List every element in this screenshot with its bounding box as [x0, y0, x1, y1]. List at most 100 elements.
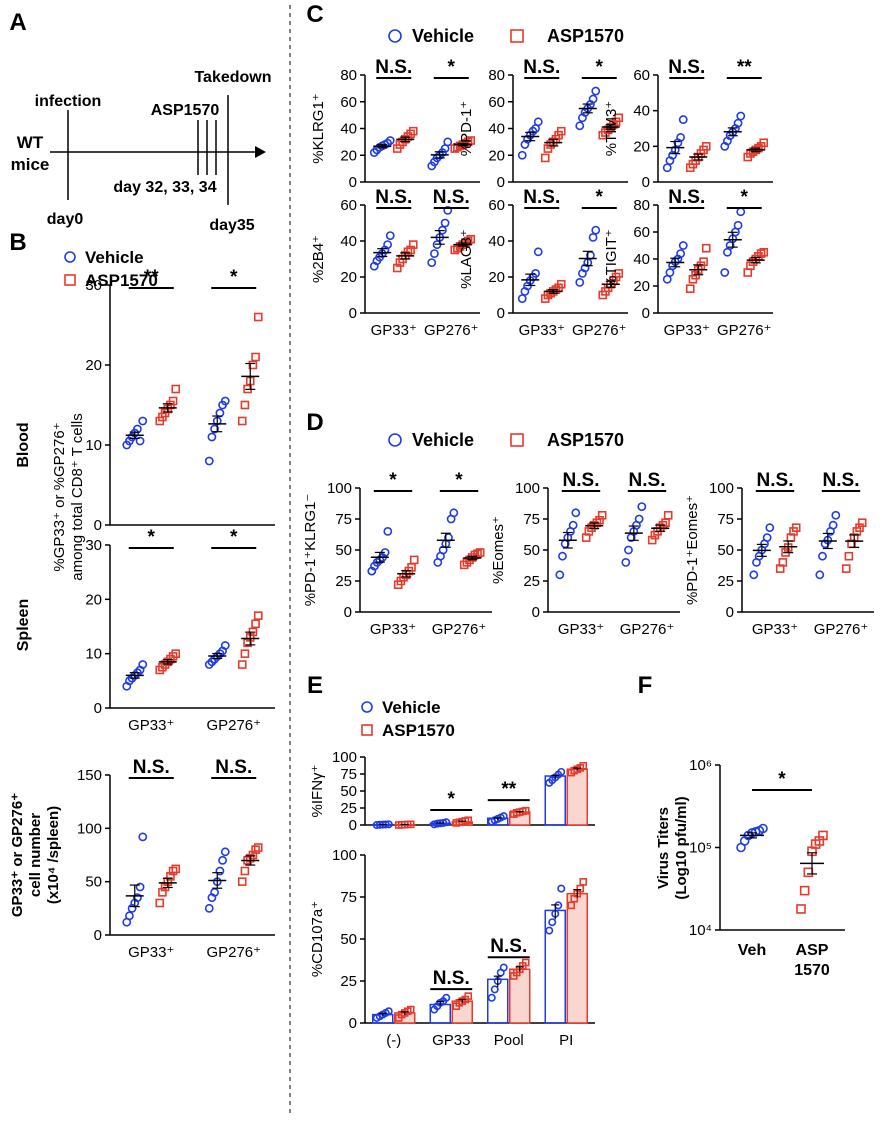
y-axis-label: (x10⁴ /spleen) — [45, 806, 62, 904]
significance-label: N.S. — [523, 57, 560, 78]
vehicle-point — [637, 502, 647, 511]
vehicle-point — [517, 150, 527, 160]
y-axis-label: (Log10 pfu/ml) — [673, 796, 690, 899]
panel-letter-b: B — [9, 229, 26, 256]
asp1570-point — [168, 866, 178, 876]
vehicle-point — [430, 249, 439, 258]
legend-asp1570-label: ASP1570 — [547, 430, 624, 450]
asp1570-point — [462, 558, 472, 567]
significance-label: ** — [737, 57, 752, 78]
asp1570-point — [587, 523, 596, 532]
x-tick-label: GP276⁺ — [572, 322, 627, 339]
y-tick-label: 50 — [523, 542, 540, 559]
y-tick-label: 50 — [335, 542, 352, 559]
vehicle-point — [720, 268, 730, 277]
y-tick-label: 30 — [85, 277, 102, 294]
y-tick-label: 25 — [523, 573, 540, 590]
y-tick-label: 60 — [633, 67, 650, 84]
significance-label: * — [596, 57, 604, 78]
y-axis-label: %PD-1⁺KLRG1⁻ — [302, 494, 319, 607]
y-axis-label: %2B4⁺ — [310, 235, 327, 283]
vehicle-point — [440, 218, 450, 228]
asp1570-point — [663, 510, 673, 520]
significance-label: N.S. — [433, 968, 470, 989]
y-tick-label: 40 — [633, 251, 650, 268]
asp1570-point — [466, 234, 476, 244]
vehicle-point — [528, 126, 538, 136]
panel-letter-a: A — [9, 9, 26, 36]
x-tick-label: GP276⁺ — [814, 621, 869, 638]
significance-label: * — [455, 470, 463, 491]
y-tick-label: 10⁴ — [689, 922, 712, 939]
vehicle-point — [624, 545, 633, 555]
y-tick-label: 20 — [633, 278, 650, 295]
asp1570-point — [166, 872, 175, 881]
vehicle-point — [499, 963, 508, 972]
x-tick-label: GP33⁺ — [128, 944, 174, 961]
x-tick-label: ASP — [796, 942, 829, 959]
x-tick-label: Pool — [494, 1032, 524, 1049]
vehicle-point — [210, 424, 219, 434]
asp1570-point — [510, 29, 524, 43]
y-tick-label: 100 — [332, 749, 357, 766]
y-axis-label: %GP33⁺ or %GP276⁺ — [51, 422, 68, 571]
tissue-label-blood: Blood — [15, 422, 32, 467]
x-tick-label: GP276⁺ — [717, 322, 772, 339]
vehicle-point — [207, 432, 217, 442]
asp1570-point — [759, 247, 769, 257]
vehicle-point — [138, 832, 148, 842]
vehicle-point — [736, 207, 746, 217]
asp1570-point — [614, 269, 624, 278]
vehicle-point — [676, 133, 685, 142]
x-tick-label: (-) — [386, 1032, 401, 1049]
vehicle-point — [135, 882, 145, 892]
y-tick-label: 0 — [642, 174, 650, 191]
panel-letter-c: C — [306, 1, 323, 28]
vehicle-point — [678, 115, 688, 124]
asp1570-point — [556, 279, 566, 289]
y-tick-label: 20 — [633, 138, 650, 155]
vehicle-point — [676, 249, 685, 258]
y-axis-label: %PD-1⁺ — [458, 101, 475, 156]
asp1570-point — [253, 312, 263, 322]
asp1570-point — [796, 904, 806, 914]
vehicle-point — [204, 456, 214, 466]
x-tick-label: GP33⁺ — [558, 621, 604, 638]
y-tick-label: 75 — [340, 889, 357, 906]
vehicle-point — [427, 258, 437, 267]
y-tick-label: 25 — [717, 573, 734, 590]
y-tick-label: 10 — [85, 646, 102, 663]
y-tick-label: 30 — [85, 537, 102, 554]
asp1570-point — [841, 564, 851, 573]
asp1570-point — [844, 551, 854, 561]
y-tick-label: 40 — [488, 233, 505, 250]
legend-asp1570-label: ASP1570 — [547, 26, 624, 46]
asp1570-point — [248, 360, 258, 370]
asp1570-point — [406, 245, 415, 255]
vehicle-point — [815, 570, 825, 580]
vehicle-point — [125, 911, 134, 921]
vehicle-point — [588, 232, 598, 242]
x-tick-label: GP276⁺ — [206, 944, 261, 961]
asp1570-point — [756, 249, 766, 258]
legend-vehicle-label: Vehicle — [382, 698, 441, 717]
vehicle-point — [204, 903, 214, 913]
x-tick-label: PI — [559, 1032, 573, 1049]
vehicle-point — [568, 520, 578, 530]
y-tick-label: 20 — [340, 269, 357, 286]
significance-label: N.S. — [133, 757, 170, 778]
vehicle-point — [733, 118, 743, 128]
y-axis-label: %PD-1⁺Eomes⁺ — [684, 495, 701, 605]
asp1570-point — [253, 843, 263, 852]
y-axis-label: %CD107a⁺ — [309, 901, 326, 977]
vehicle-point — [388, 29, 402, 43]
y-tick-label: 60 — [340, 197, 357, 214]
significance-label: N.S. — [375, 57, 412, 78]
asp1570-point — [168, 396, 178, 406]
vehicle-point — [133, 893, 142, 903]
vehicle-point — [531, 268, 540, 278]
x-tick-label: GP276⁺ — [206, 717, 261, 734]
y-axis-label: %TIM3⁺ — [603, 101, 620, 156]
asp1570-point — [857, 518, 867, 528]
significance-label: N.S. — [215, 757, 252, 778]
